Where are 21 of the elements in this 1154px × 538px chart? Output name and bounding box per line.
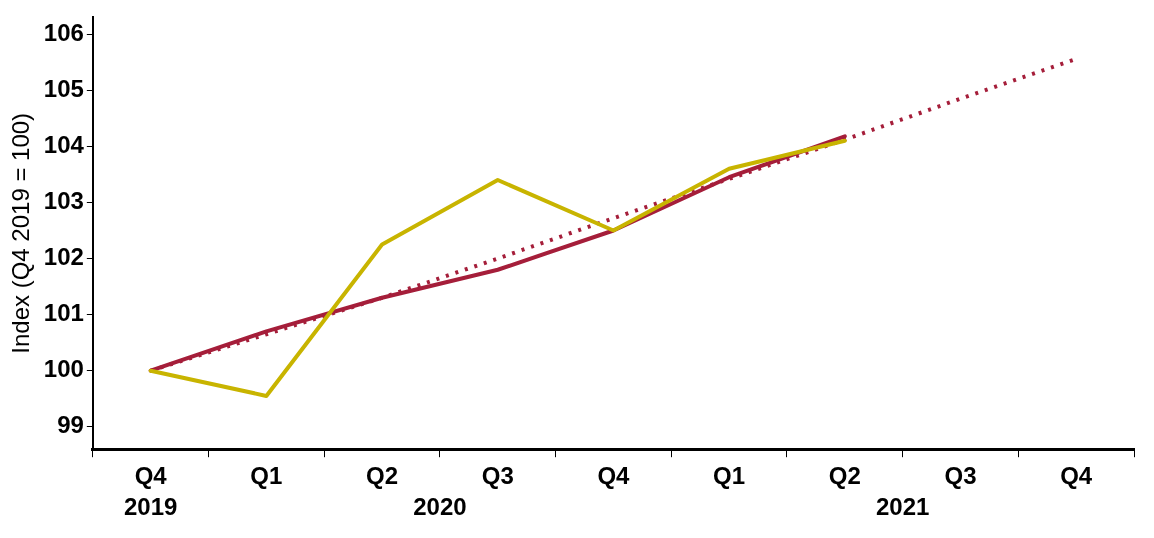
y-tick-label: 103 [43, 187, 84, 215]
y-tick-label: 106 [43, 18, 84, 46]
y-axis-title: Index (Q4 2019 = 100) [7, 112, 35, 354]
y-tick-label: 102 [43, 243, 84, 271]
x-tick-label: Q3 [481, 462, 514, 490]
x-tick-label: Q2 [366, 462, 399, 490]
x-tick-label: Q1 [713, 462, 746, 490]
y-tick-label: 100 [43, 355, 84, 383]
y-tick-label: 105 [43, 74, 84, 102]
y-tick-label: 104 [43, 131, 85, 158]
x-tick-label: Q3 [944, 462, 977, 490]
x-tick-label: Q2 [828, 462, 861, 490]
text: 2020 [413, 492, 467, 520]
x-tick-label: Q1 [250, 462, 283, 490]
x-tick-label: Q4 [1060, 462, 1093, 490]
y-tick-label: 99 [57, 411, 84, 439]
text: 2021 [875, 492, 930, 520]
x-tick-label: Q4 [597, 462, 631, 490]
x-tick-label: Q4 [134, 462, 168, 490]
text: 2019 [123, 492, 178, 520]
y-tick-label: 101 [43, 299, 84, 327]
